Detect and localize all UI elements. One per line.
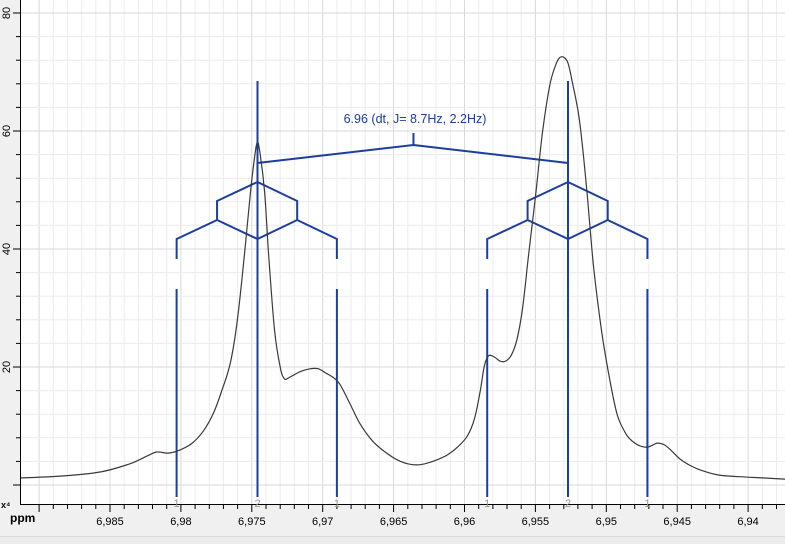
multiplet-annotation[interactable]: 6.96 (dt, J= 8.7Hz, 2.2Hz) — [343, 112, 487, 126]
svg-text:20: 20 — [1, 361, 13, 373]
bottom-scroll-strip[interactable] — [0, 536, 785, 544]
svg-text:1: 1 — [174, 498, 180, 510]
svg-text:6,97: 6,97 — [312, 516, 333, 528]
svg-text:2: 2 — [254, 498, 260, 510]
svg-text:6,965: 6,965 — [380, 516, 408, 528]
svg-text:6,955: 6,955 — [522, 516, 550, 528]
y-axis-band — [0, 0, 20, 544]
svg-text:80: 80 — [1, 7, 13, 19]
annotation-roof — [257, 133, 569, 164]
y-tick-labels: 20 40 60 80 — [1, 7, 13, 373]
svg-text:6,985: 6,985 — [96, 516, 124, 528]
gridlines — [20, 0, 785, 504]
svg-text:6,945: 6,945 — [663, 516, 691, 528]
y-axis-multiplier-label: x⁴ — [1, 500, 11, 510]
axes — [13, 0, 785, 512]
svg-text:6,94: 6,94 — [737, 516, 758, 528]
svg-text:6,95: 6,95 — [596, 516, 617, 528]
svg-text:2: 2 — [565, 498, 571, 510]
svg-text:1: 1 — [334, 498, 340, 510]
svg-text:60: 60 — [1, 125, 13, 137]
svg-text:6,975: 6,975 — [238, 516, 266, 528]
svg-text:6,96: 6,96 — [454, 516, 475, 528]
x-tick-labels: 6,985 6,98 6,975 6,97 6,965 6,96 6,955 6,95 6,94… — [96, 516, 759, 528]
multiplet-trees — [175, 133, 649, 259]
peak-lines: 1 2 1 1 2 1 — [174, 81, 650, 510]
svg-text:1: 1 — [644, 498, 650, 510]
x-axis-unit-label: ppm — [10, 511, 36, 525]
svg-text:1: 1 — [484, 498, 490, 510]
svg-text:6,98: 6,98 — [170, 516, 191, 528]
svg-text:40: 40 — [1, 243, 13, 255]
spectrum-curve — [20, 56, 785, 480]
